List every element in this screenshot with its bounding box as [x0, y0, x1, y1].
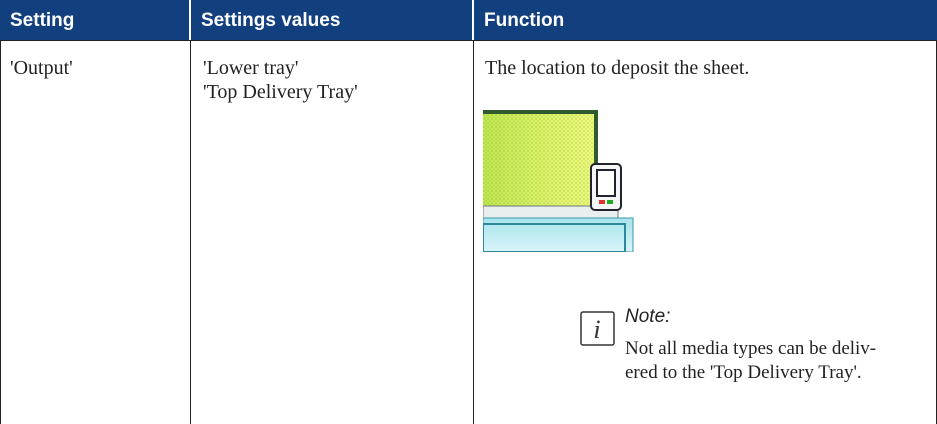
- header-cell: Setting: [0, 0, 189, 40]
- header-divider: [472, 0, 474, 40]
- note-title: Note:: [625, 306, 671, 327]
- printer-illustration: [483, 110, 634, 252]
- border: [0, 40, 937, 41]
- value-line: 'Lower tray': [203, 57, 299, 79]
- header-cell: Settings values: [191, 0, 472, 40]
- border: [190, 40, 191, 424]
- note-text: ered to the 'Top Delivery Tray'.: [625, 362, 862, 383]
- setting-cell: 'Output': [10, 57, 73, 79]
- function-text: The location to deposit the sheet.: [485, 57, 750, 79]
- svg-text:i: i: [593, 315, 600, 344]
- border: [0, 40, 1, 424]
- note-text: Not all media types can be deliv-: [625, 338, 877, 359]
- header-cell: Function: [474, 0, 937, 40]
- value-line: 'Top Delivery Tray': [203, 81, 358, 103]
- header-divider: [189, 0, 191, 40]
- border: [473, 40, 474, 424]
- note-icon: i: [580, 311, 615, 346]
